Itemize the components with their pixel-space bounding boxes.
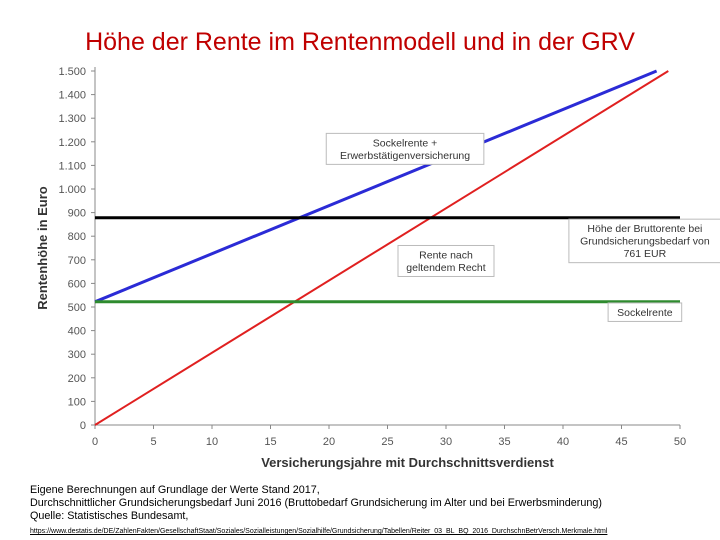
x-tick-label: 40 — [557, 436, 569, 448]
y-tick-label: 900 — [68, 208, 86, 220]
annotation-text-blue: Erwerbstätigenversicherung — [340, 150, 470, 162]
annotation-text-black: Höhe der Bruttorente bei — [587, 223, 702, 235]
y-tick-label: 700 — [68, 255, 86, 267]
x-tick-label: 30 — [440, 436, 452, 448]
y-axis-label: Rentenhöhe in Euro — [35, 186, 50, 310]
y-tick-label: 0 — [80, 420, 86, 432]
y-tick-label: 1.000 — [58, 184, 86, 196]
y-tick-label: 500 — [68, 302, 86, 314]
x-tick-label: 25 — [381, 436, 393, 448]
y-tick-label: 1.300 — [58, 113, 86, 125]
annotation-box-blue — [325, 132, 485, 165]
x-tick-label: 15 — [264, 436, 276, 448]
axes: 01002003004005006007008009001.0001.1001.… — [58, 66, 686, 448]
x-tick-label: 5 — [150, 436, 156, 448]
x-tick-label: 35 — [498, 436, 510, 448]
x-tick-label: 10 — [206, 436, 218, 448]
source-note: Eigene Berechnungen auf Grundlage der We… — [30, 484, 710, 538]
annotation-text-blue: Sockelrente + — [373, 137, 438, 149]
y-tick-label: 1.100 — [58, 160, 86, 172]
annotation-box-black — [568, 218, 720, 264]
annotation-box-red — [397, 244, 495, 277]
x-tick-label: 45 — [615, 436, 627, 448]
x-tick-label: 50 — [674, 436, 686, 448]
series-line-blue — [94, 69, 658, 304]
series-group — [94, 69, 680, 426]
annotation-box-green — [607, 302, 683, 322]
y-tick-label: 800 — [68, 231, 86, 243]
annotations-group: Sockelrente +Erwerbstätigenversicherung R… — [325, 132, 720, 322]
series-line-red — [94, 70, 669, 426]
chart-area: 01002003004005006007008009001.0001.1001.… — [35, 66, 720, 470]
source-line-2: Durchschnittlicher Grundsicherungsbedarf… — [30, 497, 602, 509]
x-tick-label: 20 — [323, 436, 335, 448]
y-tick-label: 1.200 — [58, 137, 86, 149]
source-link[interactable]: https://www.destatis.de/DE/ZahlenFakten/… — [30, 528, 608, 535]
source-line-3: Quelle: Statistisches Bundesamt, — [30, 510, 189, 522]
annotation-text-black: Grundsicherungsbedarf von — [580, 236, 710, 248]
y-tick-label: 1.400 — [58, 90, 86, 102]
annotation-text-red: geltendem Recht — [406, 262, 485, 274]
y-tick-label: 600 — [68, 278, 86, 290]
x-tick-label: 0 — [92, 436, 98, 448]
y-tick-label: 400 — [68, 326, 86, 338]
source-line-1: Eigene Berechnungen auf Grundlage der We… — [30, 484, 320, 496]
x-axis-label: Versicherungsjahre mit Durchschnittsverd… — [261, 455, 554, 470]
annotation-text-green: Sockelrente — [617, 307, 673, 319]
annotation-text-red: Rente nach — [419, 249, 473, 261]
y-tick-label: 1.500 — [58, 66, 86, 78]
y-tick-label: 300 — [68, 349, 86, 361]
y-tick-label: 100 — [68, 396, 86, 408]
y-tick-label: 200 — [68, 373, 86, 385]
chart-title: Höhe der Rente im Rentenmodell und in de… — [85, 28, 635, 56]
annotation-text-black: 761 EUR — [624, 248, 667, 260]
